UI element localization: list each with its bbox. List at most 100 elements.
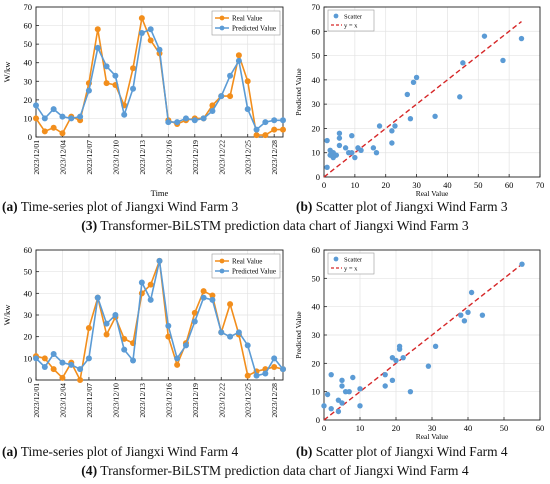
- y-tick-label: 40: [24, 58, 33, 68]
- x-tick-label: 30: [412, 180, 421, 190]
- legend-swatch-marker: [219, 25, 225, 31]
- y-tick-label: 40: [312, 302, 321, 312]
- y-tick-label: 40: [24, 288, 33, 298]
- data-point-real: [235, 52, 242, 59]
- caption-b4: (b) Scatter plot of Jiangxi Wind Farm 4: [296, 444, 508, 459]
- x-tick-label: 2023/12/04: [58, 383, 67, 418]
- chart-scatter-farm3: 0 0 10 10 20 20 30 30 40 40 50 50 60 60 70 70 Predicted …: [290, 0, 550, 200]
- scatter-point: [336, 130, 343, 136]
- main-caption-3: (3) Transformer-BiLSTM prediction data c…: [81, 218, 469, 233]
- data-point-real: [244, 78, 251, 85]
- scatter-svg-farm3: 00 10 10 20 20 30 30 40 40 50 50 60 60 70 70 Predicted …: [294, 2, 544, 198]
- scatter-point: [357, 386, 363, 392]
- legend-swatch-marker: [219, 268, 225, 274]
- data-point-predicted: [41, 115, 48, 122]
- x-tick-label: 2023/12/07: [85, 383, 94, 418]
- x-tick-label: 2023/12/01: [32, 383, 41, 418]
- data-point-real: [77, 377, 84, 383]
- legend-swatch-marker: [333, 13, 339, 19]
- x-tick-label: 50: [500, 423, 509, 433]
- legend-swatch-marker: [219, 15, 225, 21]
- x-tick-label: 2023/12/16: [164, 140, 173, 175]
- y-tick-label: 20: [24, 332, 33, 342]
- scatter-point: [321, 403, 327, 409]
- x-tick-label: 30: [428, 423, 437, 433]
- x-tick-label: 2023/12/01: [32, 140, 41, 175]
- data-point-real: [174, 361, 181, 368]
- legend-box: [327, 252, 375, 275]
- data-point-predicted: [253, 126, 260, 133]
- data-point-predicted: [182, 342, 189, 349]
- x-tick-label: 2023/12/16: [164, 383, 173, 418]
- y-tick-label: 50: [24, 39, 33, 49]
- chart-timeseries-farm4: 0 10 20 30 40 50 60 2023/12/01 2023/12/04 2023/12…: [0, 243, 290, 443]
- scatter-point: [324, 391, 331, 398]
- y-tick-label: 30: [312, 330, 321, 340]
- data-point-real: [280, 126, 286, 133]
- scatter-point: [335, 408, 342, 415]
- data-point-real: [138, 15, 145, 22]
- scatter-svg-farm4: 00 10 10 20 20 30 30 40 40 50 50 60 60 Predicted Valu…: [294, 245, 544, 441]
- scatter-point: [481, 33, 488, 39]
- data-point-predicted: [262, 370, 269, 377]
- scatter-point: [460, 60, 466, 66]
- data-point-real: [50, 366, 57, 373]
- scatter-point: [339, 400, 345, 406]
- x-tick-label: 2023/12/25: [244, 383, 253, 418]
- x-tick-label: 2023/12/28: [270, 383, 279, 418]
- data-point-predicted: [50, 106, 57, 113]
- timeseries-svg-farm4: 0 10 20 30 40 50 60 2023/12/01 2023/12/04 2023/12…: [2, 245, 286, 418]
- y-axis-label: Predicted Value: [294, 311, 303, 359]
- y-tick-label: 10: [312, 148, 321, 158]
- x-tick-label: 20: [392, 423, 401, 433]
- scatter-point: [468, 289, 475, 296]
- x-tick-label: 40: [464, 423, 473, 433]
- data-point-predicted: [50, 351, 57, 357]
- x-tick-label: 40: [443, 180, 452, 190]
- data-point-predicted: [218, 329, 225, 336]
- x-tick-label: 2023/12/10: [111, 140, 120, 175]
- scatter-point: [389, 128, 395, 134]
- scatter-point: [461, 318, 468, 324]
- data-point-predicted: [280, 117, 286, 124]
- data-point-predicted: [218, 93, 225, 100]
- x-tick-label: 20: [381, 180, 390, 190]
- data-point-predicted: [235, 57, 242, 64]
- legend-label: Real Value: [232, 15, 262, 23]
- x-tick-label: 2023/12/22: [217, 383, 226, 418]
- data-point-predicted: [94, 44, 101, 51]
- scatter-point: [324, 164, 330, 170]
- scatter-point: [410, 79, 417, 85]
- scatter-point: [518, 35, 525, 42]
- scatter-point: [479, 312, 486, 318]
- data-point-predicted: [165, 119, 172, 126]
- data-point-predicted: [244, 342, 251, 349]
- scatter-point: [370, 145, 377, 151]
- data-point-predicted: [94, 294, 101, 301]
- scatter-point: [392, 123, 398, 129]
- caption-b3: (b) Scatter plot of Jiangxi Wind Farm 3: [296, 199, 508, 214]
- data-point-predicted: [174, 119, 181, 126]
- data-point-predicted: [130, 85, 137, 92]
- legend-swatch-marker: [333, 256, 339, 262]
- legend-label: Real Value: [232, 258, 262, 266]
- data-point-real: [227, 93, 234, 100]
- y-tick-label: 20: [312, 358, 321, 368]
- scatter-point: [352, 154, 358, 161]
- data-point-real: [41, 355, 48, 362]
- data-point-predicted: [191, 318, 198, 325]
- scatter-point: [400, 354, 406, 361]
- scatter-point: [328, 371, 334, 378]
- y-tick-label: 50: [312, 51, 321, 61]
- y-axis-label: W/kw: [2, 304, 12, 326]
- data-point-predicted: [280, 366, 286, 373]
- data-point-predicted: [130, 357, 137, 364]
- scatter-point: [349, 150, 355, 156]
- x-axis-label: Real Value: [416, 189, 449, 198]
- scatter-point: [339, 383, 345, 389]
- main-caption-4: (4) Transformer-BiLSTM prediction data c…: [81, 463, 469, 478]
- scatter-point: [404, 91, 411, 98]
- scatter-point: [457, 94, 463, 100]
- data-point-real: [262, 132, 269, 139]
- scatter-point: [350, 374, 356, 381]
